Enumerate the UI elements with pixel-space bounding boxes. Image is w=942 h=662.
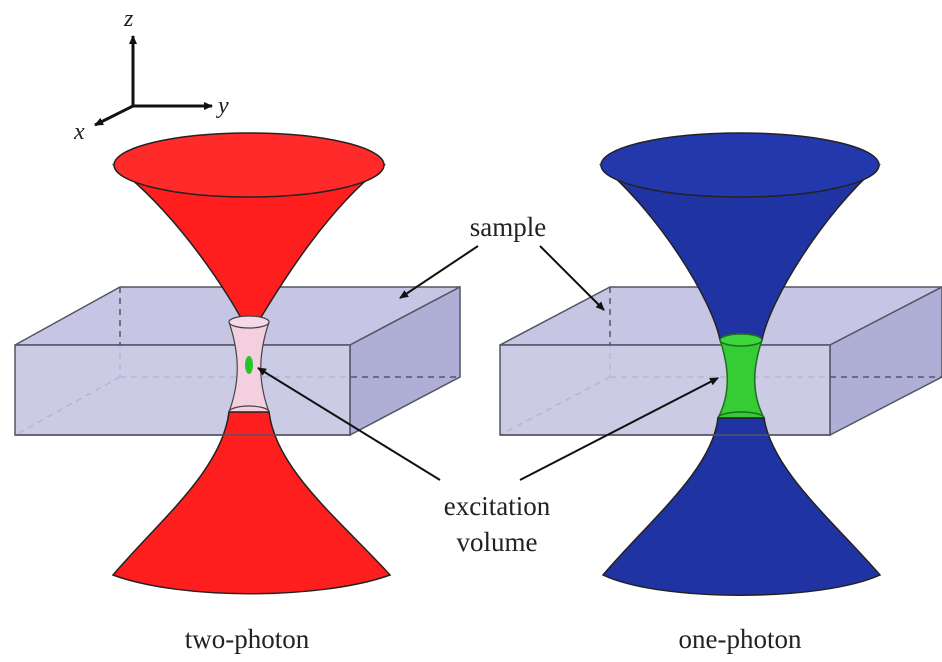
coordinate-axes: z y x (73, 6, 229, 145)
excitation-volume-spot (245, 356, 253, 374)
sample-label: sample (470, 212, 546, 242)
two-photon-caption: two-photon (185, 624, 310, 654)
sample-pointer-left (399, 245, 479, 299)
slab-front-face (499, 344, 831, 436)
y-axis-label: y (216, 93, 229, 119)
focal-region-right (716, 333, 766, 425)
excitation-pointer-right (519, 377, 719, 481)
sample-pointer-right (539, 245, 605, 311)
two-photon-panel: two-photon (14, 132, 461, 654)
excitation-volume-label-line2: volume (457, 527, 538, 557)
annotations: sample excitation volume (257, 212, 719, 557)
excitation-pointer-left (257, 367, 441, 481)
x-axis-arrow (94, 104, 134, 127)
one-photon-caption: one-photon (679, 624, 802, 654)
z-axis-label: z (123, 6, 134, 32)
laser-beam-upper-cone-left (111, 132, 387, 323)
beam-top-rim (600, 132, 880, 198)
x-axis-label: x (73, 119, 85, 145)
one-photon-panel: one-photon (499, 132, 942, 654)
focal-region-left (228, 315, 270, 419)
excitation-volume-label-line1: excitation (444, 491, 551, 521)
laser-beam-lower-cone-left (111, 411, 392, 595)
slab-front-face (14, 344, 351, 436)
beam-top-rim (113, 132, 385, 198)
laser-beam-lower-cone-right (601, 417, 882, 596)
